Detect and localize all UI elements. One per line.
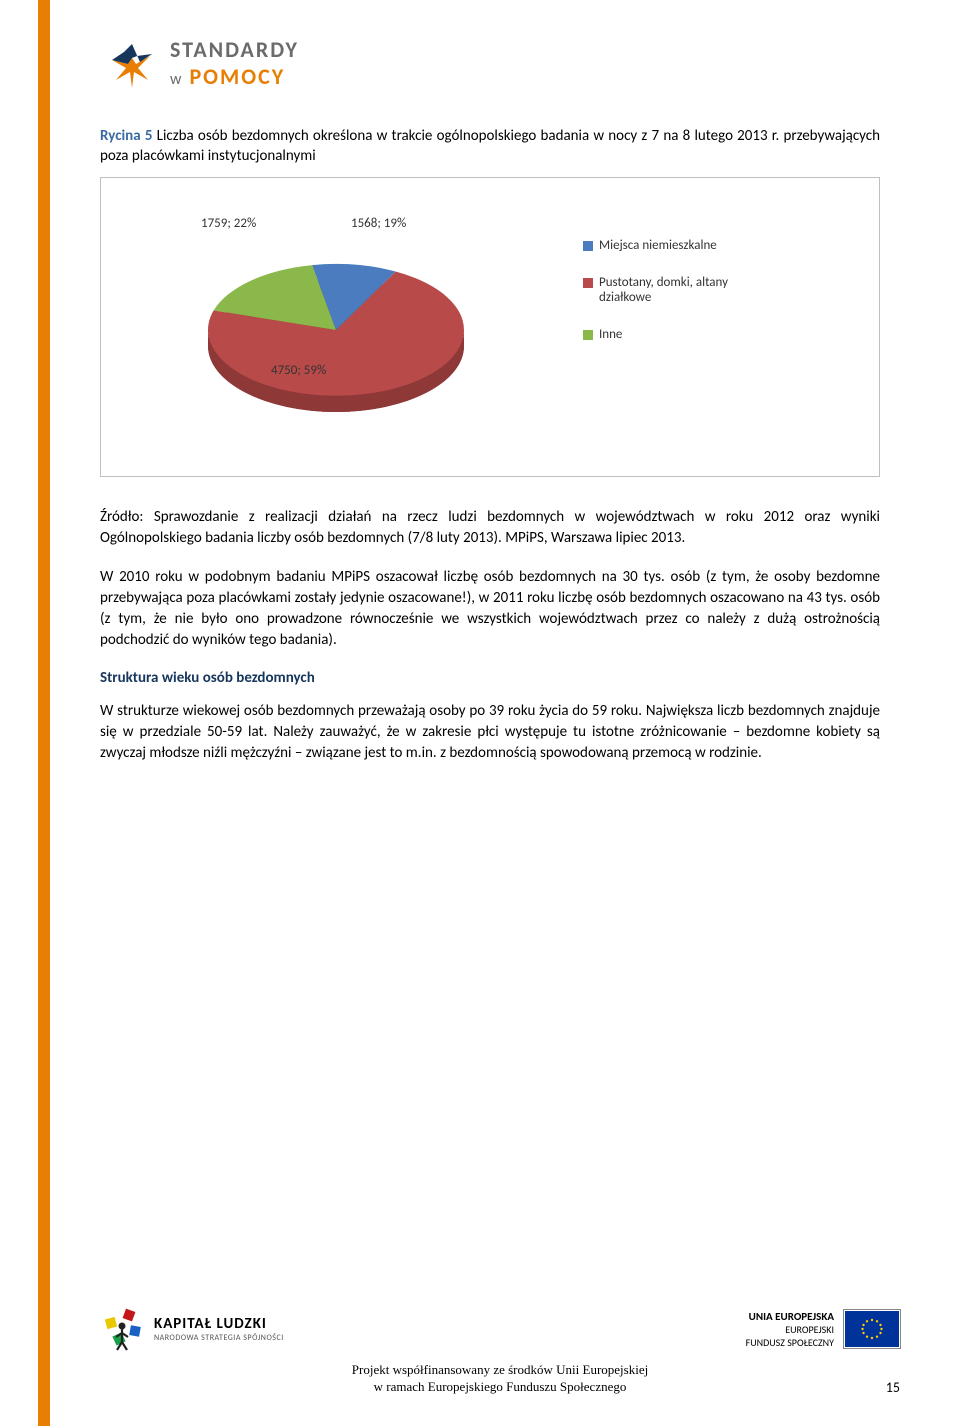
body-paragraph-2: W strukturze wiekowej osób bezdomnych pr… bbox=[100, 701, 880, 764]
ue-text-3: FUNDUSZ SPOŁECZNY bbox=[746, 1336, 834, 1349]
figure-label: Rycina 5 bbox=[100, 127, 152, 145]
pie-chart: 1759; 22% 1568; 19% 4750; 59% Miejsca ni… bbox=[100, 177, 880, 477]
legend-item: Pustotany, domki, altany działkowe bbox=[583, 275, 759, 305]
pie-label-green: 1759; 22% bbox=[201, 216, 256, 231]
page-number: 15 bbox=[886, 1379, 900, 1396]
body-paragraph-1: W 2010 roku w podobnym badaniu MPiPS osz… bbox=[100, 567, 880, 651]
page-footer: KAPITAŁ LUDZKI NARODOWA STRATEGIA SPÓJNO… bbox=[100, 1306, 900, 1396]
ue-text-2: EUROPEJSKI bbox=[746, 1323, 834, 1336]
eu-flag-icon bbox=[844, 1310, 900, 1348]
chart-legend: Miejsca niemieszkalne Pustotany, domki, … bbox=[583, 238, 759, 364]
figure-caption-text: Liczba osób bezdomnych określona w trakc… bbox=[100, 127, 880, 165]
legend-item: Miejsca niemieszkalne bbox=[583, 238, 759, 253]
footer-line-2: w ramach Europejskiego Funduszu Społeczn… bbox=[100, 1379, 900, 1396]
kl-text-2: NARODOWA STRATEGIA SPÓJNOŚCI bbox=[154, 1333, 284, 1343]
logo-text-line1: STANDARDY bbox=[170, 36, 299, 63]
pie-graphic bbox=[191, 218, 481, 443]
legend-item: Inne bbox=[583, 327, 759, 342]
figure-caption: Rycina 5 Liczba osób bezdomnych określon… bbox=[100, 126, 880, 167]
legend-text: Pustotany, domki, altany działkowe bbox=[599, 275, 759, 305]
ue-text-1: UNIA EUROPEJSKA bbox=[746, 1310, 834, 1323]
source-paragraph: Źródło: Sprawozdanie z realizacji działa… bbox=[100, 507, 880, 549]
left-accent-bar bbox=[38, 0, 50, 1426]
logo-star-icon bbox=[100, 30, 166, 96]
logo-text-line2: POMOCY bbox=[189, 63, 285, 90]
kl-star-icon bbox=[100, 1306, 146, 1352]
header-logo: STANDARDY w POMOCY bbox=[100, 30, 880, 96]
legend-swatch bbox=[583, 330, 593, 340]
footer-cofinance-text: Projekt współfinansowany ze środków Unii… bbox=[100, 1362, 900, 1396]
logo-text-w: w bbox=[170, 70, 181, 89]
legend-text: Inne bbox=[599, 327, 622, 342]
kl-text-1: KAPITAŁ LUDZKI bbox=[154, 1315, 284, 1333]
pie-label-blue: 1568; 19% bbox=[351, 216, 406, 231]
legend-text: Miejsca niemieszkalne bbox=[599, 238, 717, 253]
kapital-ludzki-logo: KAPITAŁ LUDZKI NARODOWA STRATEGIA SPÓJNO… bbox=[100, 1306, 284, 1352]
legend-swatch bbox=[583, 241, 593, 251]
pie-label-red: 4750; 59% bbox=[271, 363, 326, 378]
section-heading: Struktura wieku osób bezdomnych bbox=[100, 669, 880, 687]
footer-line-1: Projekt współfinansowany ze środków Unii… bbox=[100, 1362, 900, 1379]
legend-swatch bbox=[583, 278, 593, 288]
ue-logo: UNIA EUROPEJSKA EUROPEJSKI FUNDUSZ SPOŁE… bbox=[746, 1310, 900, 1349]
